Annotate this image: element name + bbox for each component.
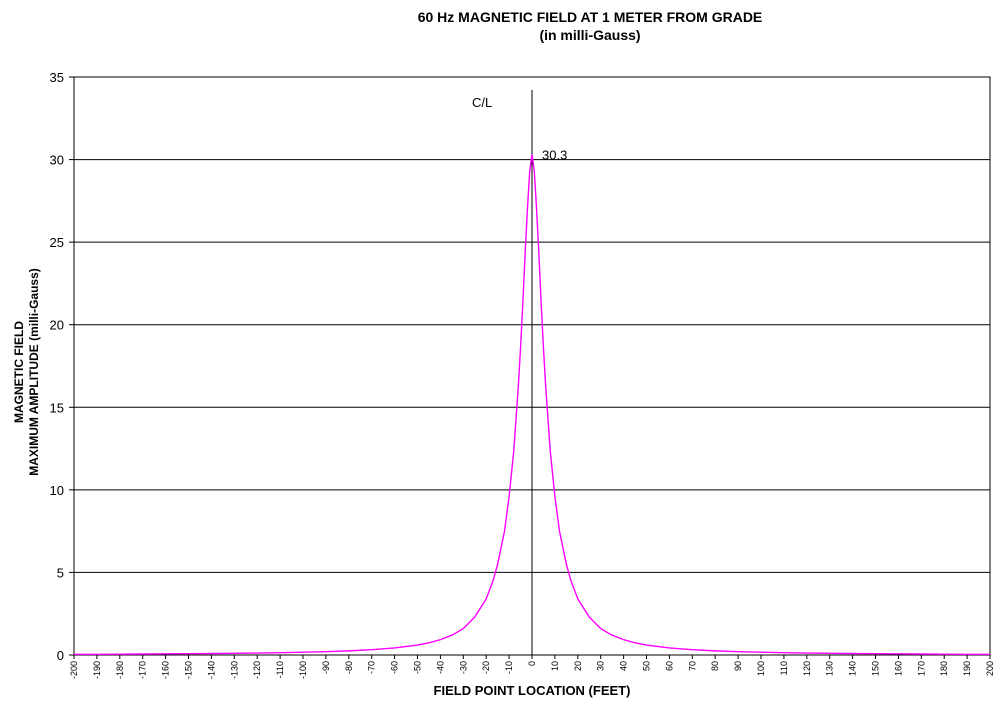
x-tick-label: -40 (435, 661, 445, 674)
x-tick-label: 60 (664, 661, 674, 671)
x-tick-label: 80 (710, 661, 720, 671)
x-tick-label: 130 (825, 661, 835, 676)
y-axis-ticks: 0 5 10 15 20 25 30 35 (50, 70, 74, 663)
x-tick-label: 170 (916, 661, 926, 676)
x-tick-label: -160 (161, 661, 171, 679)
x-tick-label: -100 (298, 661, 308, 679)
x-tick-label: 100 (756, 661, 766, 676)
series-line (74, 154, 990, 656)
x-tick-label: 20 (573, 661, 583, 671)
x-tick-label: -190 (92, 661, 102, 679)
y-axis-label: MAGNETIC FIELD MAXIMUM AMPLITUDE (milli-… (12, 268, 42, 476)
chart-title: 60 Hz MAGNETIC FIELD AT 1 METER FROM GRA… (417, 9, 763, 25)
x-tick-label: -120 (252, 661, 262, 679)
y-tick-label: 0 (57, 648, 64, 663)
x-tick-label: -170 (138, 661, 148, 679)
x-tick-label: -10 (504, 661, 514, 674)
y-axis-label-line2: MAXIMUM AMPLITUDE (milli-Gauss) (27, 268, 41, 476)
x-tick-label: 200 (985, 661, 994, 676)
x-tick-label: -50 (413, 661, 423, 674)
peak-value-label: 30.3 (542, 148, 567, 163)
x-tick-label: -60 (390, 661, 400, 674)
x-tick-label: 140 (848, 661, 858, 676)
x-tick-label: 160 (893, 661, 903, 676)
x-tick-label: -110 (275, 661, 285, 678)
y-tick-label: 5 (57, 565, 64, 580)
x-axis-ticks: -200 -190 -180 -170 -160 -150 -140 -130 -120 -110… (69, 655, 994, 679)
centerline-label: C/L (472, 95, 492, 110)
y-tick-label: 15 (50, 400, 64, 415)
x-tick-label: 50 (642, 661, 652, 671)
x-tick-label: 70 (687, 661, 697, 671)
x-tick-label: 0 (527, 661, 537, 666)
y-tick-label: 10 (50, 483, 64, 498)
x-tick-label: -140 (206, 661, 216, 679)
x-tick-label: -70 (367, 661, 377, 674)
x-tick-label: -180 (115, 661, 125, 679)
y-tick-label: 20 (50, 318, 64, 333)
x-tick-label: 120 (802, 661, 812, 676)
x-tick-label: 30 (596, 661, 606, 671)
x-axis-label: FIELD POINT LOCATION (FEET) (433, 683, 631, 698)
x-tick-label: 110 (779, 661, 789, 675)
y-tick-label: 35 (50, 70, 64, 85)
x-tick-label: 150 (871, 661, 881, 676)
x-tick-label: -130 (229, 661, 239, 679)
x-tick-label: -90 (321, 661, 331, 674)
chart-subtitle: (in milli-Gauss) (539, 27, 641, 43)
y-tick-label: 25 (50, 235, 64, 250)
x-tick-label: -30 (458, 661, 468, 674)
x-tick-label: 40 (619, 661, 629, 671)
x-tick-label: -20 (481, 661, 491, 674)
y-tick-label: 30 (50, 153, 64, 168)
x-tick-label: -200 (69, 661, 79, 679)
x-tick-label: 190 (962, 661, 972, 676)
x-tick-label: -80 (344, 661, 354, 674)
x-tick-label: 180 (939, 661, 949, 676)
x-tick-label: 90 (733, 661, 743, 671)
x-tick-label: 10 (550, 661, 560, 671)
x-tick-label: -150 (184, 661, 194, 679)
y-axis-label-line1: MAGNETIC FIELD (12, 321, 26, 423)
